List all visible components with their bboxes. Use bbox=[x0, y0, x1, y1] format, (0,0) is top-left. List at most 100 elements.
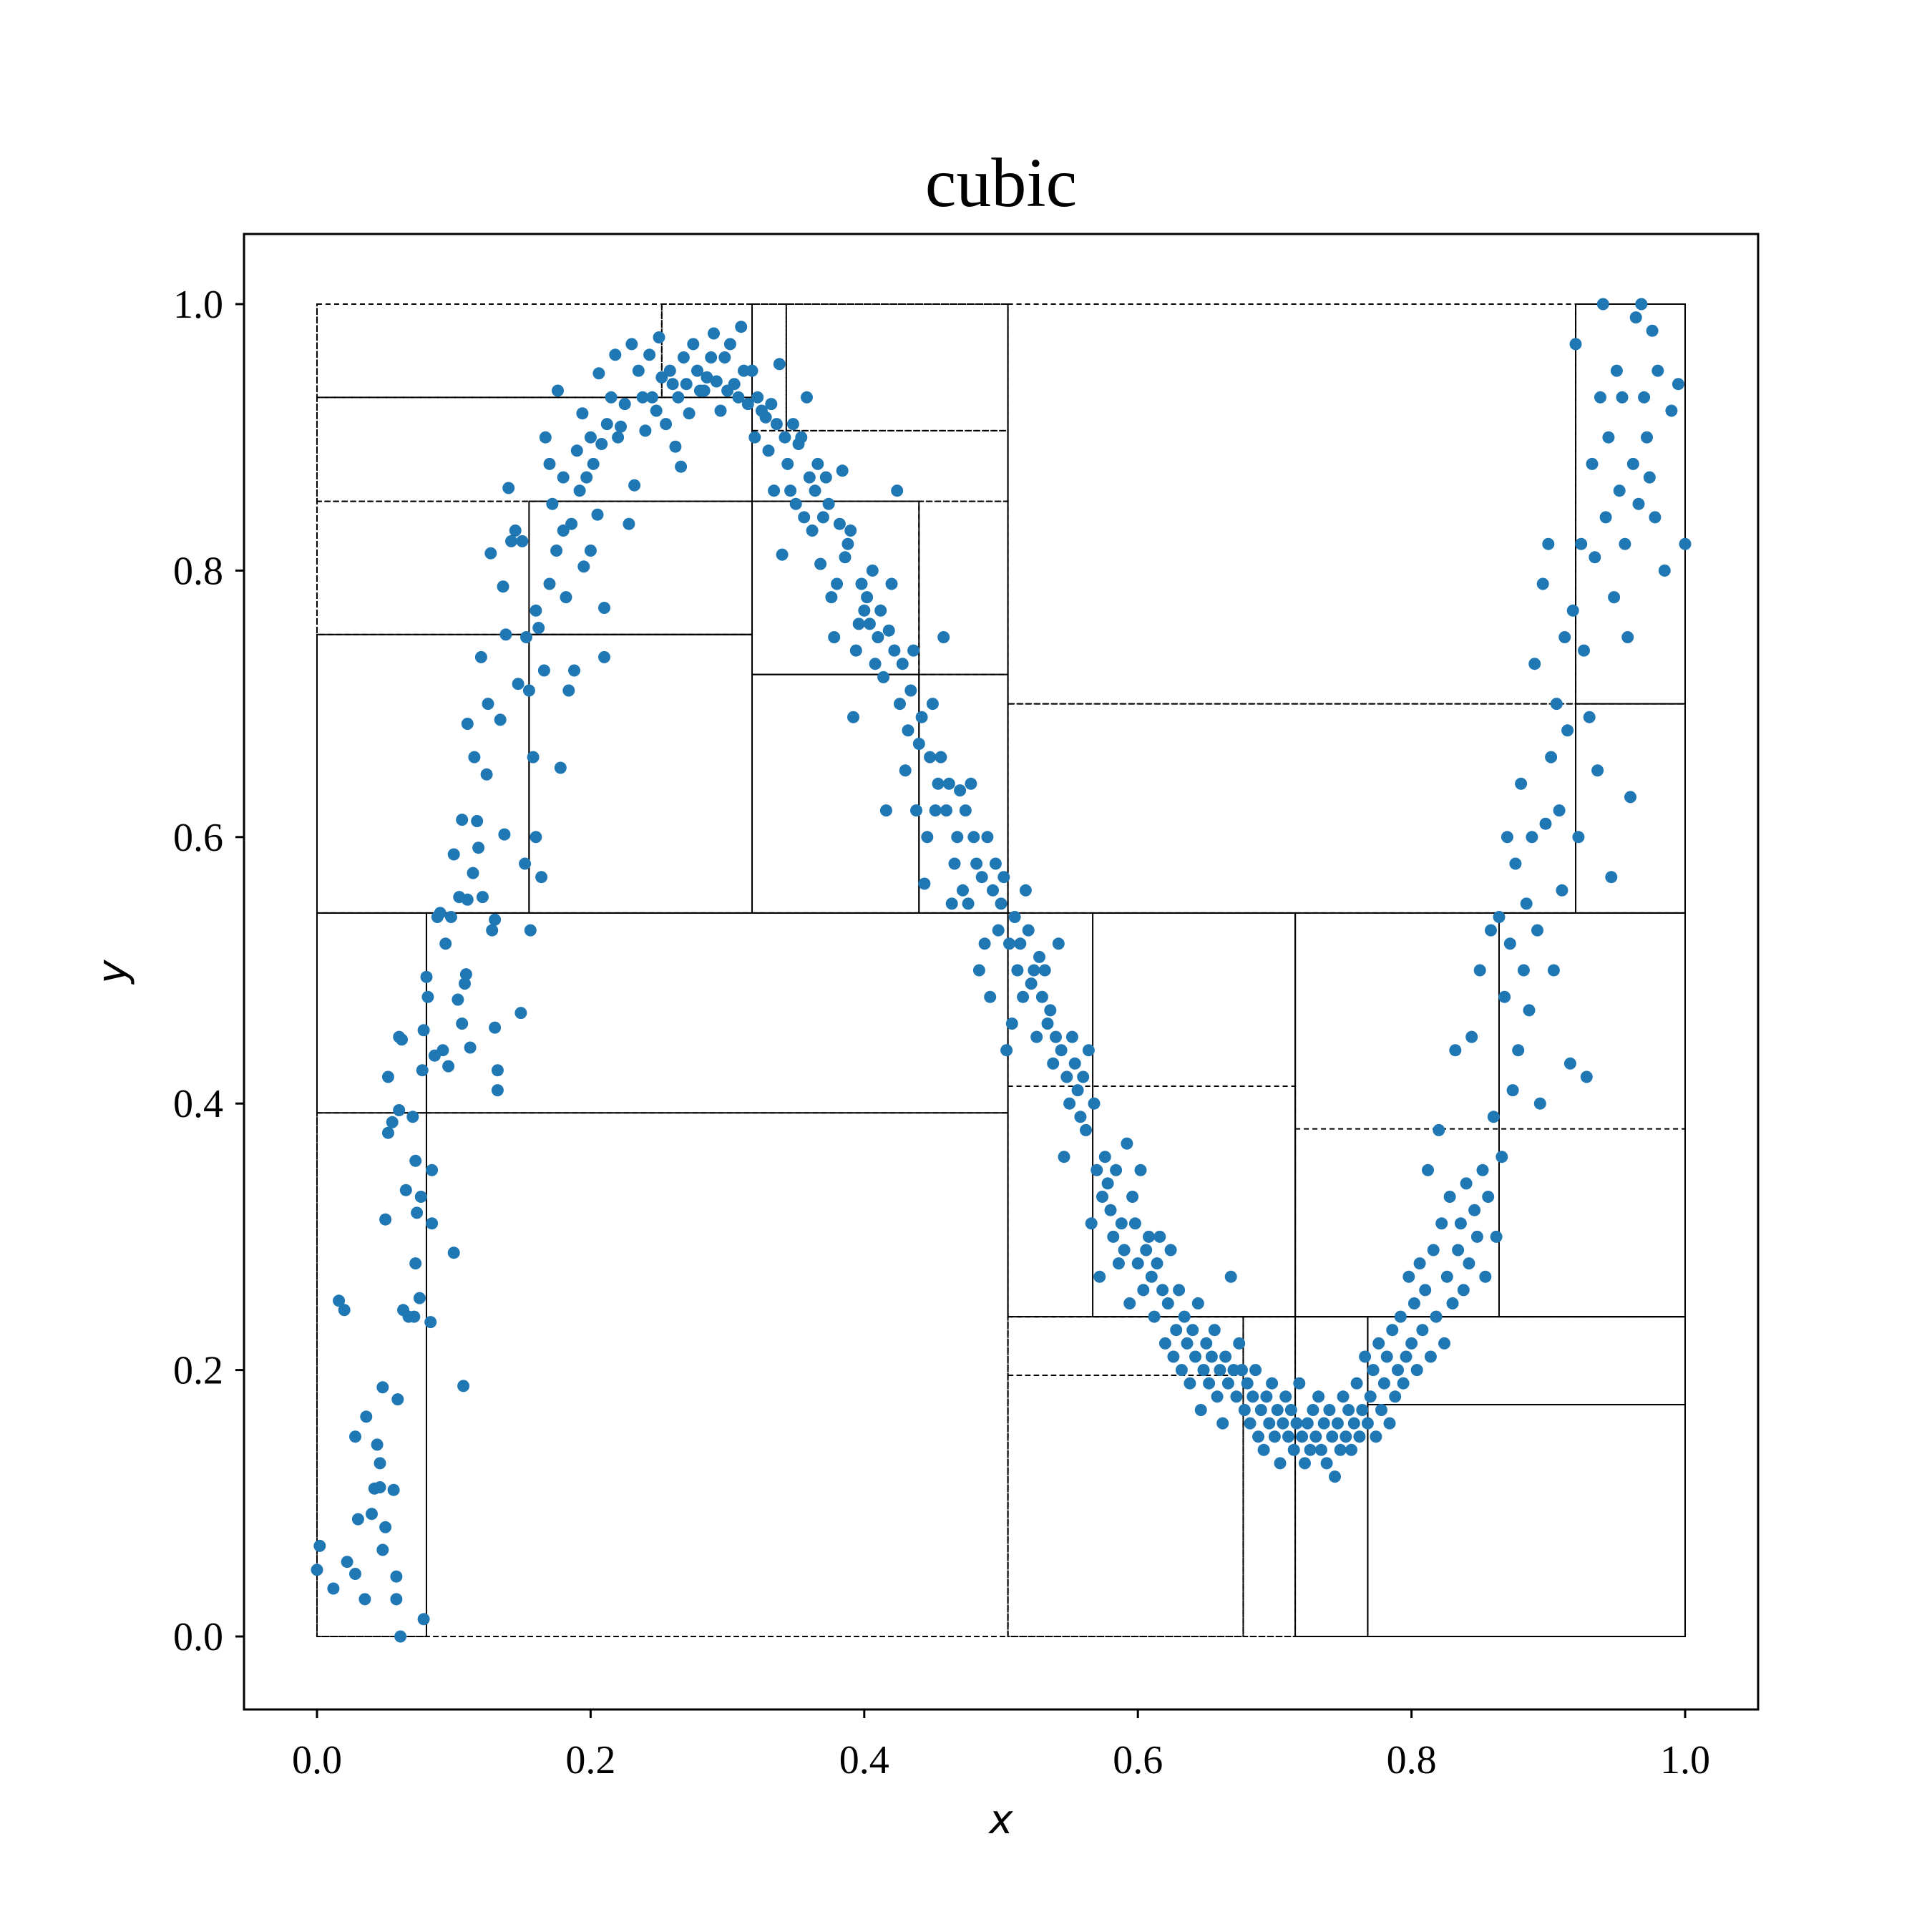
data-point bbox=[426, 1217, 439, 1230]
data-point bbox=[833, 517, 846, 530]
data-point bbox=[1542, 537, 1555, 550]
data-point bbox=[612, 431, 625, 444]
data-point bbox=[489, 913, 502, 926]
data-point bbox=[409, 1257, 422, 1270]
data-point bbox=[687, 338, 700, 351]
data-point bbox=[1197, 1364, 1210, 1377]
data-point bbox=[1216, 1417, 1229, 1430]
data-point bbox=[1419, 1284, 1432, 1297]
data-point bbox=[1000, 1044, 1013, 1057]
data-point bbox=[562, 684, 575, 697]
data-point bbox=[426, 1163, 439, 1176]
data-point bbox=[1665, 404, 1678, 417]
data-point bbox=[1405, 1337, 1418, 1350]
data-point bbox=[1085, 1217, 1098, 1230]
data-point bbox=[655, 371, 668, 384]
data-point bbox=[972, 964, 985, 977]
data-point bbox=[1274, 1457, 1287, 1470]
data-point bbox=[1591, 764, 1604, 777]
data-point bbox=[981, 831, 994, 844]
data-point bbox=[1580, 1070, 1593, 1083]
data-point bbox=[366, 1508, 378, 1521]
data-point bbox=[1605, 871, 1618, 884]
data-point bbox=[1299, 1457, 1311, 1470]
data-point bbox=[888, 644, 901, 657]
data-point bbox=[1208, 1324, 1221, 1337]
data-point bbox=[1679, 537, 1692, 550]
data-point bbox=[1454, 1217, 1467, 1230]
data-point bbox=[1257, 1443, 1270, 1456]
data-point bbox=[1266, 1377, 1279, 1390]
data-point bbox=[1342, 1404, 1355, 1416]
data-point bbox=[1268, 1430, 1281, 1443]
data-point bbox=[1539, 817, 1552, 830]
data-point bbox=[1151, 1257, 1163, 1270]
data-point bbox=[584, 431, 597, 444]
data-point bbox=[1392, 1364, 1404, 1377]
data-point bbox=[1345, 1443, 1357, 1456]
data-point bbox=[1068, 1057, 1081, 1070]
data-point bbox=[1553, 804, 1566, 817]
data-point bbox=[1569, 338, 1582, 351]
data-point bbox=[932, 777, 945, 790]
data-point bbox=[874, 604, 887, 617]
data-point bbox=[625, 338, 638, 351]
data-point bbox=[1531, 924, 1543, 937]
data-point bbox=[669, 440, 682, 453]
data-point bbox=[1575, 537, 1588, 550]
data-point bbox=[1386, 1324, 1399, 1337]
data-point bbox=[1143, 1230, 1155, 1243]
data-point bbox=[714, 404, 727, 417]
data-point bbox=[997, 871, 1010, 884]
data-point bbox=[447, 1246, 460, 1259]
data-point bbox=[1096, 1191, 1108, 1203]
data-point bbox=[447, 848, 460, 861]
data-point bbox=[592, 367, 605, 380]
data-point bbox=[573, 484, 586, 497]
partition-box bbox=[918, 673, 1009, 914]
data-point bbox=[1589, 551, 1601, 564]
data-point bbox=[537, 664, 550, 677]
data-point bbox=[1140, 1244, 1153, 1257]
data-point bbox=[1329, 1470, 1341, 1483]
data-point bbox=[632, 364, 645, 377]
data-point bbox=[1533, 1097, 1546, 1110]
data-point bbox=[557, 471, 570, 484]
data-point bbox=[1137, 1284, 1150, 1297]
data-point bbox=[524, 924, 537, 937]
data-point bbox=[1652, 364, 1664, 377]
data-point bbox=[751, 391, 764, 404]
data-point bbox=[522, 684, 535, 697]
data-point bbox=[417, 1613, 430, 1626]
data-point bbox=[989, 857, 1002, 870]
data-point bbox=[1646, 324, 1659, 337]
data-point bbox=[456, 814, 469, 826]
data-point bbox=[1493, 911, 1506, 923]
data-point bbox=[1134, 1163, 1147, 1176]
data-point bbox=[1063, 1097, 1076, 1110]
data-point bbox=[948, 857, 961, 870]
data-point bbox=[718, 351, 731, 364]
data-point bbox=[1121, 1137, 1133, 1150]
data-point bbox=[1658, 564, 1671, 577]
data-point bbox=[1287, 1443, 1300, 1456]
y-tick-label: 0.0 bbox=[173, 1615, 223, 1659]
data-point bbox=[1025, 977, 1038, 990]
data-point bbox=[762, 444, 775, 457]
data-point bbox=[1271, 1404, 1284, 1416]
data-point bbox=[618, 398, 631, 411]
data-point bbox=[554, 761, 567, 774]
data-point bbox=[1632, 497, 1645, 510]
data-point bbox=[962, 897, 975, 910]
x-tick-label: 0.0 bbox=[292, 1738, 342, 1782]
data-point bbox=[1296, 1430, 1309, 1443]
data-point bbox=[379, 1213, 392, 1226]
data-point bbox=[416, 1064, 429, 1077]
data-point bbox=[1512, 1044, 1525, 1057]
data-point bbox=[1022, 924, 1035, 937]
data-point bbox=[1520, 897, 1533, 910]
data-point bbox=[776, 548, 789, 561]
data-point bbox=[598, 602, 610, 614]
data-point bbox=[844, 525, 857, 537]
